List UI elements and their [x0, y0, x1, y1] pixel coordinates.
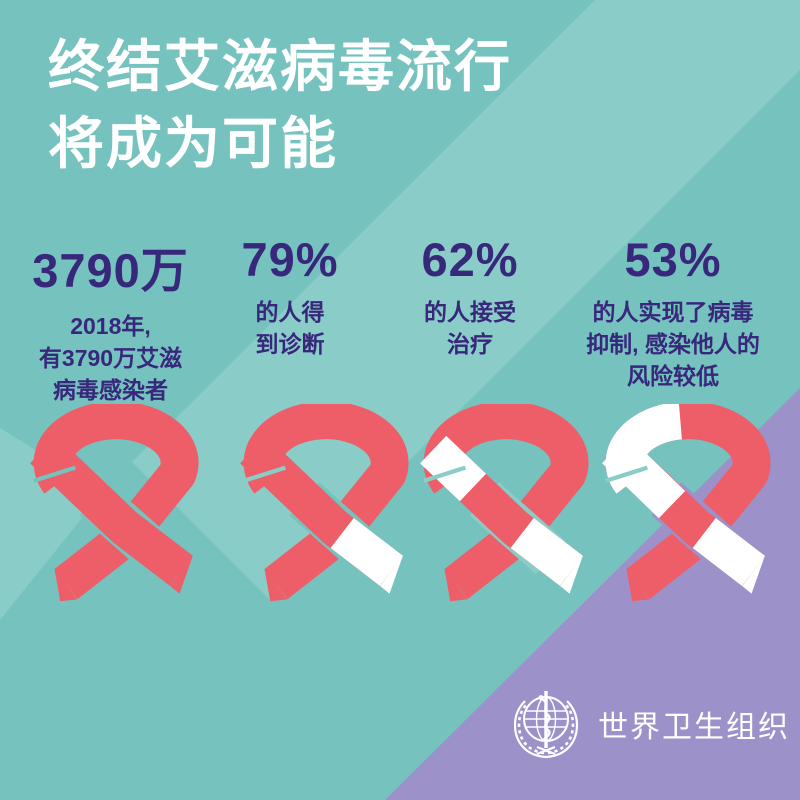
stat-column-infected: 3790万 2018年, 有3790万艾滋 病毒感染者	[8, 232, 213, 406]
stat-description: 的人得 到诊断	[195, 296, 385, 360]
stat-desc-line: 病毒感染者	[53, 377, 168, 403]
background-pale-diagonal-stripe	[132, 0, 800, 600]
aids-ribbon-icon	[28, 404, 208, 608]
stat-value: 62%	[421, 233, 519, 286]
title-line-2: 将成为可能	[48, 112, 338, 175]
stat-desc-line: 抑制, 感染他人的	[586, 331, 760, 357]
aids-ribbon-icon	[418, 404, 598, 608]
stat-column-treated: 62% 的人接受 治疗	[375, 232, 565, 360]
stat-column-diagnosed: 79% 的人得 到诊断	[195, 232, 385, 360]
page-title: 终结艾滋病毒流行 将成为可能	[48, 28, 668, 182]
stat-desc-line: 的人接受	[424, 299, 516, 325]
stat-value: 53%	[624, 233, 722, 286]
stat-value: 3790万	[32, 244, 189, 297]
stat-value: 79%	[241, 233, 339, 286]
who-emblem-icon	[513, 691, 579, 759]
stats-section: 3790万 2018年, 有3790万艾滋 病毒感染者 79% 的人得 到诊断 …	[0, 232, 800, 403]
stat-description: 2018年, 有3790万艾滋 病毒感染者	[8, 310, 213, 406]
stat-desc-line: 风险较低	[627, 363, 719, 389]
who-logo: 世界卫生组织	[508, 684, 788, 764]
stat-desc-line: 有3790万艾滋	[38, 345, 183, 371]
stat-description: 的人接受 治疗	[375, 296, 565, 360]
stat-desc-line: 到诊断	[255, 331, 325, 357]
stat-description: 的人实现了病毒 抑制, 感染他人的 风险较低	[562, 296, 784, 392]
stat-desc-line: 的人得	[255, 299, 325, 325]
background-purple-triangle	[385, 388, 800, 800]
aids-ribbon-icon	[600, 404, 780, 608]
who-org-name: 世界卫生组织	[598, 711, 790, 744]
stat-desc-line: 的人实现了病毒	[592, 299, 754, 325]
stat-desc-line: 治疗	[447, 331, 493, 357]
stat-column-suppressed: 53% 的人实现了病毒 抑制, 感染他人的 风险较低	[562, 232, 784, 392]
aids-ribbon-icon	[238, 404, 418, 608]
stat-desc-line: 2018年,	[70, 313, 151, 339]
title-line-1: 终结艾滋病毒流行	[48, 35, 512, 98]
